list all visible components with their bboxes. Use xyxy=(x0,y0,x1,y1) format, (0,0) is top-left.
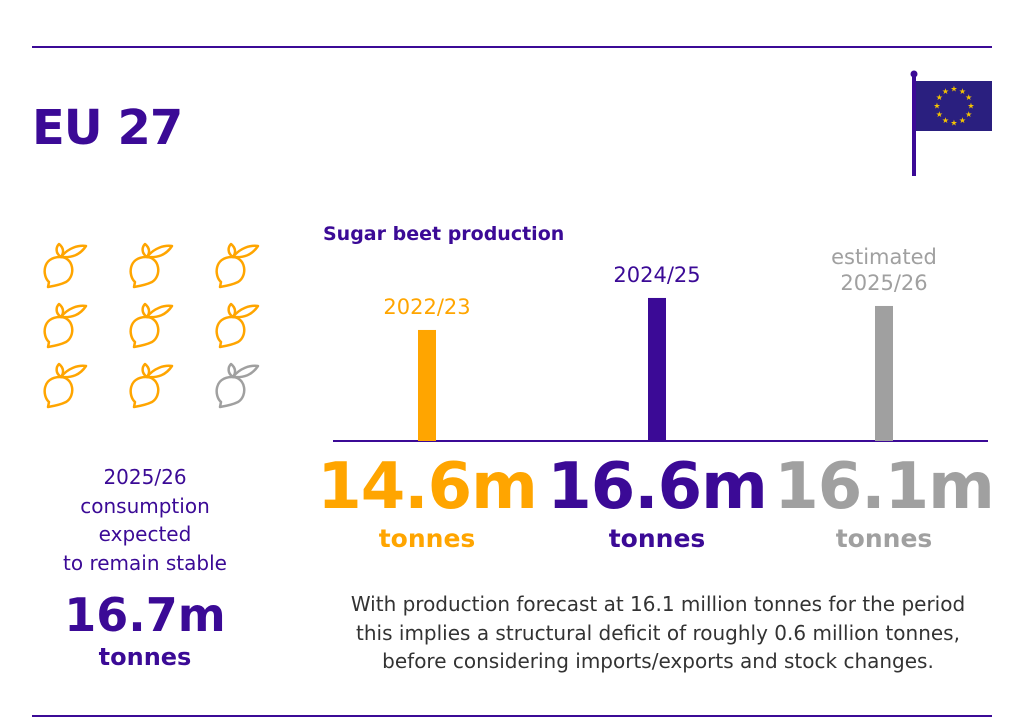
value-label: 16.1m xyxy=(774,450,995,524)
value-label: 14.6m xyxy=(317,450,538,524)
bar-0 xyxy=(418,329,436,441)
category-label: 2022/23 xyxy=(383,294,471,319)
bar-1 xyxy=(648,297,666,441)
star-icon: ★ xyxy=(933,102,940,111)
consumption-text-line: expected xyxy=(98,522,192,546)
deficit-note: With production forecast at 16.1 million… xyxy=(351,590,965,676)
consumption-text-line: to remain stable xyxy=(63,550,227,575)
sugar-beet-icon xyxy=(43,302,88,349)
star-icon: ★ xyxy=(959,116,966,125)
star-icon: ★ xyxy=(959,87,966,96)
bottom-rule xyxy=(32,715,992,717)
note-line: With production forecast at 16.1 million… xyxy=(350,592,966,616)
consumption-text-line: 2025/26 xyxy=(103,465,187,489)
sugar-beet-icon xyxy=(129,362,174,409)
sugar-beet-icon xyxy=(215,362,260,409)
consumption-value: 16.7m xyxy=(64,588,226,642)
star-icon: ★ xyxy=(965,93,972,102)
chart-title: Sugar beet production xyxy=(323,223,565,245)
sugar-beet-icon xyxy=(215,302,260,349)
star-icon: ★ xyxy=(936,110,943,119)
sugar-beet-icon xyxy=(43,362,88,409)
unit-label: tonnes xyxy=(378,524,476,553)
category-label: 2025/26 xyxy=(840,270,928,295)
consumption-text-line: consumption xyxy=(80,493,210,518)
star-icon: ★ xyxy=(942,87,949,96)
consumption-unit: tonnes xyxy=(98,643,192,671)
note-line: before considering imports/exports and s… xyxy=(382,649,934,673)
unit-label: tonnes xyxy=(835,524,933,553)
value-label: 16.6m xyxy=(547,450,768,524)
bar-2 xyxy=(875,305,893,441)
star-icon: ★ xyxy=(965,110,972,119)
note-line: this implies a structural deficit of rou… xyxy=(356,620,960,645)
page-title: EU 27 xyxy=(32,100,183,156)
star-icon: ★ xyxy=(942,116,949,125)
star-icon: ★ xyxy=(967,102,974,111)
sugar-beet-icon xyxy=(215,242,260,289)
top-rule xyxy=(32,46,992,48)
star-icon: ★ xyxy=(950,85,957,94)
star-icon: ★ xyxy=(950,119,957,128)
category-label: estimated xyxy=(831,244,937,269)
star-icon: ★ xyxy=(936,93,943,102)
sugar-beet-icon xyxy=(129,302,174,349)
sugar-beet-icon xyxy=(43,242,88,289)
unit-label: tonnes xyxy=(608,524,706,553)
category-label: 2024/25 xyxy=(613,262,701,287)
sugar-beet-icon xyxy=(129,242,174,289)
